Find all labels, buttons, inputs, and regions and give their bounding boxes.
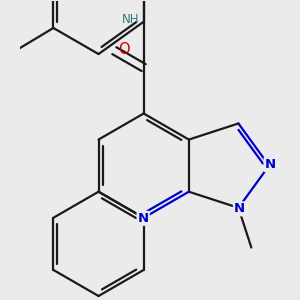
Text: N: N xyxy=(138,212,149,225)
Text: O: O xyxy=(118,42,130,57)
Text: NH: NH xyxy=(122,13,140,26)
Text: N: N xyxy=(265,158,276,171)
Text: N: N xyxy=(234,202,245,215)
